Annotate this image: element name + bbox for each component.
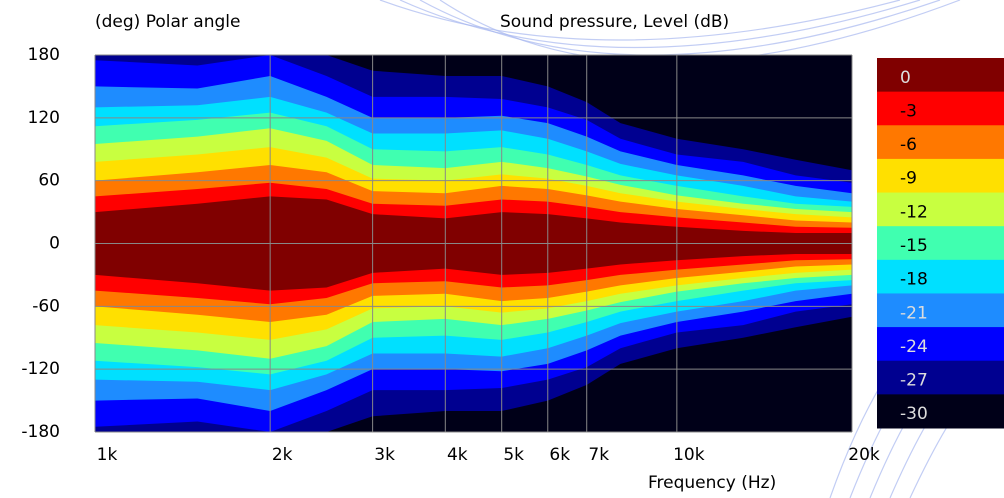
colorbar-swatch [877,394,1004,429]
y-tick-label: -60 [32,296,60,316]
colorbar-swatch [877,327,1004,362]
colorbar-label: Sound pressure, Level (dB) [500,12,729,32]
colorbar-swatch [877,91,1004,126]
colorbar-label: -24 [900,337,928,357]
colorbar-label: -27 [900,371,928,391]
colorbar-label: -3 [900,101,917,121]
colorbar-swatch [877,58,1004,93]
x-tick-label: 20k [848,445,880,465]
colorbar-swatch [877,158,1004,194]
colorbar-swatch [877,192,1004,227]
y-tick-label: 60 [38,171,60,191]
contour-band-lower [95,243,852,291]
colorbar-swatch [877,360,1004,395]
colorbar-label: -6 [900,135,917,155]
y-tick-label: 0 [49,234,60,254]
colorbar-label: -9 [900,169,917,189]
x-tick-label: 3k [374,445,395,465]
colorbar-label: -15 [900,236,928,256]
y-axis-label: (deg) Polar angle [95,12,240,32]
colorbar-label: -12 [900,202,928,222]
x-tick-label: 7k [588,445,609,465]
x-tick-label: 4k [447,445,468,465]
x-tick-label: 6k [549,445,570,465]
contour-band-upper [95,196,852,244]
colorbar-label: -18 [900,270,928,290]
colorbar-swatch [877,259,1004,294]
colorbar-label: 0 [900,68,911,88]
colorbar-swatch [877,226,1004,261]
colorbar-swatch [877,125,1004,160]
x-tick-label: 5k [503,445,524,465]
y-tick-label: 180 [28,45,60,65]
x-tick-label: 1k [97,445,118,465]
x-tick-label: 10k [673,445,705,465]
colorbar-swatch [877,293,1004,328]
colorbar-label: -30 [900,404,928,424]
y-tick-label: -180 [21,422,60,442]
y-tick-label: -120 [21,359,60,379]
y-tick-label: 120 [28,108,60,128]
colorbar-label: -21 [900,303,928,323]
axes: 180 120 60 0 -60 -120 -180 1k 2k 3k 4k 5k 6k 7k 10k 20k [21,45,879,465]
x-axis-label: Frequency (Hz) [648,473,776,493]
x-tick-label: 2k [272,445,293,465]
colorbar: 0 -3 -6 -9 -12 -15 -18 -21 -24 -27 -30 [877,58,1004,429]
